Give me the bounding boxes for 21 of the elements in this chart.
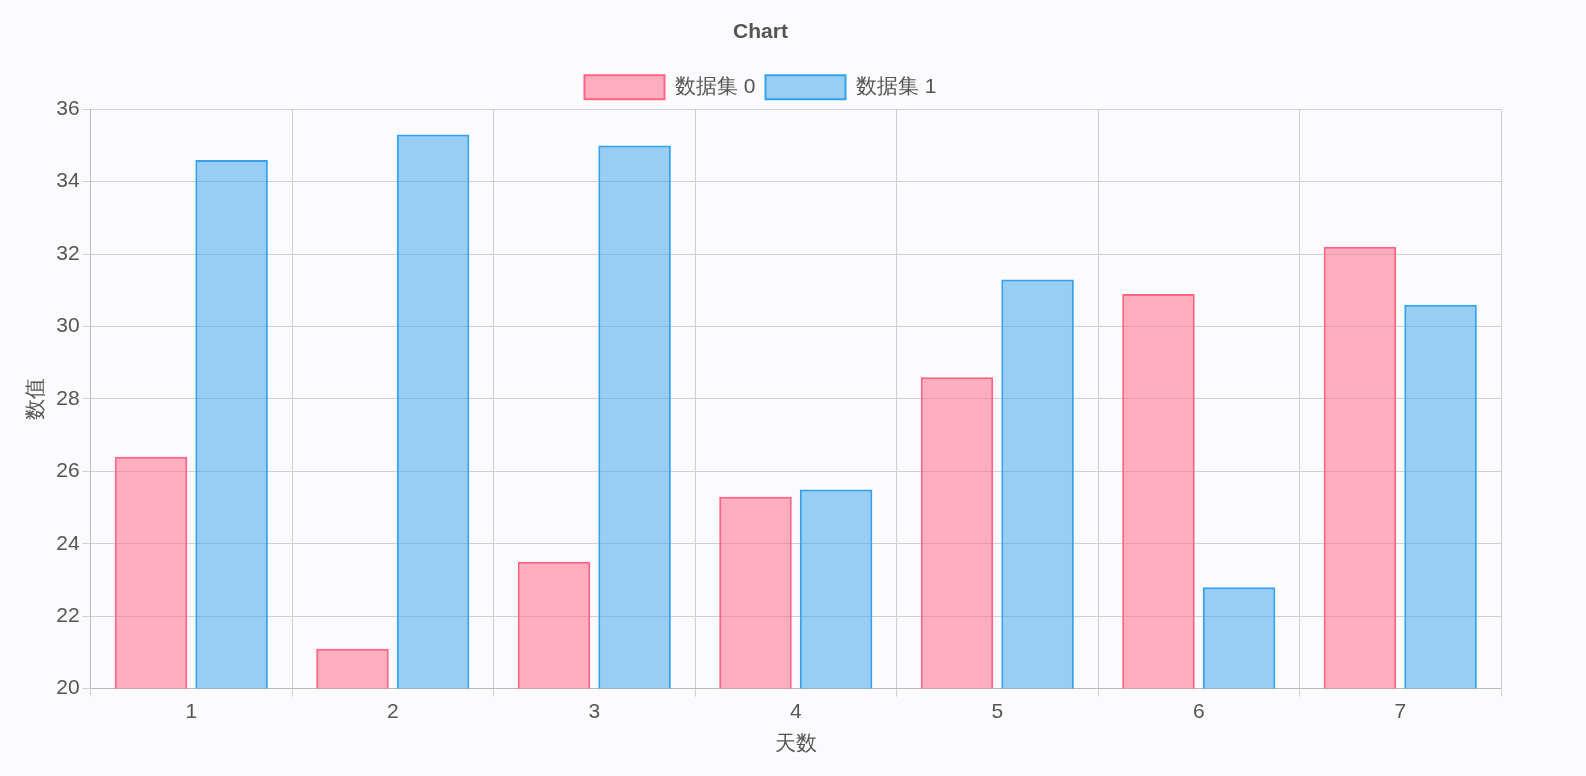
y-tick-label: 22: [56, 602, 80, 626]
y-tick-label: 28: [56, 385, 80, 409]
x-tick-label: 7: [1394, 699, 1407, 722]
y-tick-label: 26: [56, 458, 80, 482]
x-tick-label: 1: [185, 699, 198, 722]
x-tick-label: 6: [1192, 699, 1205, 722]
y-axis-title: 数值: [23, 377, 47, 420]
y-tick-label: 30: [56, 313, 80, 337]
x-tick-label: 2: [386, 699, 399, 722]
y-tick-label: 36: [56, 96, 80, 119]
y-tick-label: 20: [56, 675, 80, 699]
x-tick-label: 5: [991, 699, 1004, 722]
x-axis-title: 天数: [774, 731, 817, 755]
y-tick-label: 32: [56, 240, 80, 264]
x-tick-label: 4: [789, 699, 802, 722]
y-tick-label: 24: [56, 530, 80, 554]
legend-label: 数据集 0: [674, 74, 756, 97]
legend-label: 数据集 1: [856, 74, 937, 97]
x-tick-label: 3: [588, 699, 601, 722]
y-tick-label: 34: [56, 168, 80, 192]
chart-title: Chart: [733, 19, 788, 43]
